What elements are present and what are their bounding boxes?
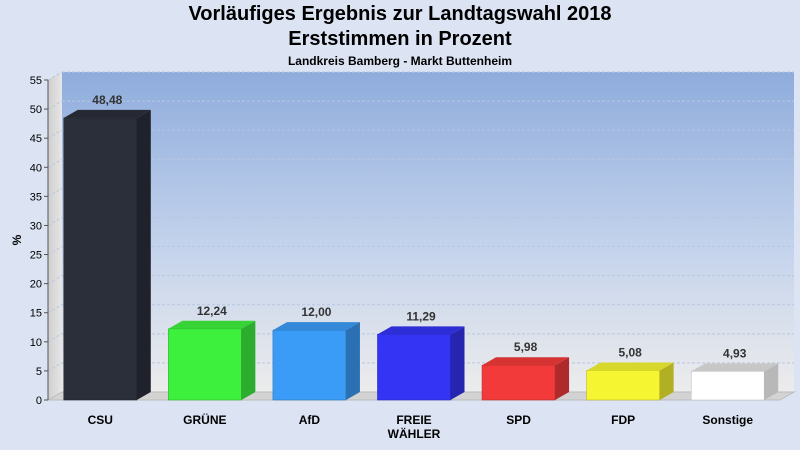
bar-5 — [586, 362, 674, 401]
value-label: 11,29 — [406, 309, 436, 323]
bar-top — [691, 363, 779, 372]
bar-front — [586, 370, 660, 401]
value-label: 5,08 — [618, 345, 642, 359]
bar-side — [241, 320, 256, 400]
category-label: Sonstige — [702, 413, 753, 427]
gridline-side — [47, 362, 63, 372]
bar-front — [481, 364, 556, 401]
bar-top — [63, 109, 151, 118]
y-tick-label: 15 — [30, 308, 42, 320]
bar-front — [168, 328, 242, 401]
y-tick-label: 25 — [30, 250, 42, 262]
bar-4 — [481, 357, 570, 401]
y-tick-label: 45 — [30, 133, 42, 145]
y-tick-label: 50 — [30, 104, 42, 116]
gridline-side — [47, 304, 63, 314]
category-label: CSU — [88, 413, 113, 427]
bar-front — [272, 329, 347, 401]
value-label: 5,98 — [514, 340, 538, 354]
bar-side — [136, 109, 151, 401]
bar-1 — [168, 320, 256, 401]
value-label: 12,24 — [197, 304, 227, 318]
y-tick-label: 35 — [30, 191, 42, 203]
bar-top — [482, 357, 570, 366]
gridline-side — [47, 158, 63, 168]
category-label: GRÜNE — [183, 412, 226, 427]
value-label: 12,00 — [301, 305, 331, 319]
bar-top — [168, 320, 256, 329]
side-wall — [48, 72, 62, 400]
chart-title-line-1: Vorläufiges Ergebnis zur Landtagswahl 20… — [188, 3, 612, 25]
bar-front — [690, 371, 765, 401]
bar-3 — [377, 326, 465, 401]
bar-side — [555, 357, 570, 400]
bar-2 — [272, 322, 360, 401]
bar-front — [63, 117, 138, 401]
gridline-side — [47, 217, 63, 226]
bar-side — [764, 363, 779, 400]
bar-6 — [690, 363, 779, 401]
gridline-side — [47, 100, 63, 110]
y-tick-label: 10 — [30, 337, 42, 349]
bar-top — [377, 326, 465, 335]
category-label: FREIE WÄHLER — [388, 413, 441, 441]
category-label: AfD — [299, 413, 321, 427]
gridline-side — [47, 129, 63, 139]
gridline-side — [47, 333, 63, 343]
bar-top — [586, 362, 674, 371]
y-axis-label: % — [10, 234, 24, 245]
bar-top — [272, 322, 360, 331]
chart-title-line-2: Erststimmen in Prozent — [288, 28, 512, 50]
gridline-side — [47, 187, 63, 197]
y-tick-label: 40 — [30, 162, 42, 174]
y-tick-label: 5 — [36, 366, 42, 378]
category-label: SPD — [506, 413, 531, 427]
bar-0 — [63, 109, 151, 401]
value-label: 4,93 — [723, 346, 747, 360]
y-tick-label: 20 — [30, 279, 42, 291]
bar-side — [345, 322, 360, 400]
value-label: 48,48 — [92, 93, 122, 107]
gridline-side — [47, 71, 63, 81]
gridline-side — [47, 246, 63, 255]
chart-subtitle: Landkreis Bamberg - Markt Buttenheim — [287, 54, 513, 68]
gridline-side — [47, 275, 63, 285]
bar-side — [659, 362, 674, 400]
category-label: FDP — [611, 413, 635, 427]
bar-front — [377, 334, 451, 401]
bar-side — [450, 326, 465, 400]
y-tick-label: 30 — [30, 220, 42, 232]
y-tick-label: 55 — [30, 75, 42, 87]
y-tick-label: 0 — [36, 395, 42, 407]
